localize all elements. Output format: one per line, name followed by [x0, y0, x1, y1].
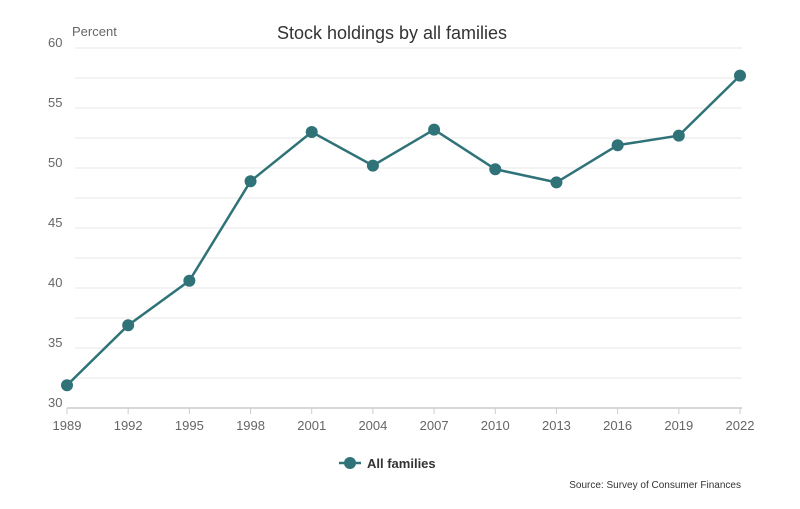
x-tick-label: 2010	[481, 418, 510, 433]
x-tick-label: 2019	[664, 418, 693, 433]
x-tick-labels: 1989 1992 1995 1998 2001 2004 2007 2010 2013 2016…	[53, 408, 755, 433]
chart-title: Stock holdings by all families	[277, 23, 507, 43]
legend[interactable]: All families	[339, 456, 436, 471]
y-tick-label: 30	[48, 395, 62, 410]
data-point-2001[interactable]	[305, 126, 318, 138]
data-point-2016[interactable]	[611, 139, 624, 152]
series-line	[66, 74, 741, 387]
data-point-2004[interactable]	[366, 159, 379, 172]
data-point-2022[interactable]	[734, 69, 746, 82]
x-tick-label: 2007	[420, 418, 449, 433]
x-tick-label: 1998	[236, 418, 265, 433]
data-point-2010[interactable]	[489, 163, 502, 176]
data-point-1995[interactable]	[183, 274, 196, 287]
data-point-2007[interactable]	[428, 123, 441, 136]
y-tick-label: 50	[48, 155, 62, 170]
legend-label: All families	[367, 456, 436, 471]
source-note: Source: Survey of Consumer Finances	[569, 480, 741, 491]
series-all-families	[61, 69, 746, 392]
x-tick-label: 2022	[726, 418, 755, 433]
data-point-2013[interactable]	[550, 176, 563, 189]
x-tick-label: 2001	[297, 418, 326, 433]
data-point-1998[interactable]	[244, 175, 257, 188]
y-tick-labels: 30 35 40 45 50 55 60	[48, 35, 62, 410]
x-tick-label: 1995	[175, 418, 204, 433]
data-point-1989[interactable]	[61, 379, 73, 392]
legend-marker	[344, 457, 356, 469]
gridlines	[75, 47, 742, 379]
y-tick-label: 35	[48, 335, 62, 350]
x-tick-label: 2016	[603, 418, 632, 433]
y-axis-label: Percent	[72, 24, 117, 39]
x-tick-label: 2013	[542, 418, 571, 433]
y-tick-label: 55	[48, 95, 62, 110]
y-tick-label: 45	[48, 215, 62, 230]
data-point-1992[interactable]	[122, 319, 135, 332]
y-tick-label: 40	[48, 275, 62, 290]
y-tick-label: 60	[48, 35, 62, 50]
x-tick-label: 1992	[114, 418, 143, 433]
x-tick-label: 2004	[358, 418, 387, 433]
data-point-2019[interactable]	[672, 129, 685, 142]
x-tick-label: 1989	[53, 418, 82, 433]
